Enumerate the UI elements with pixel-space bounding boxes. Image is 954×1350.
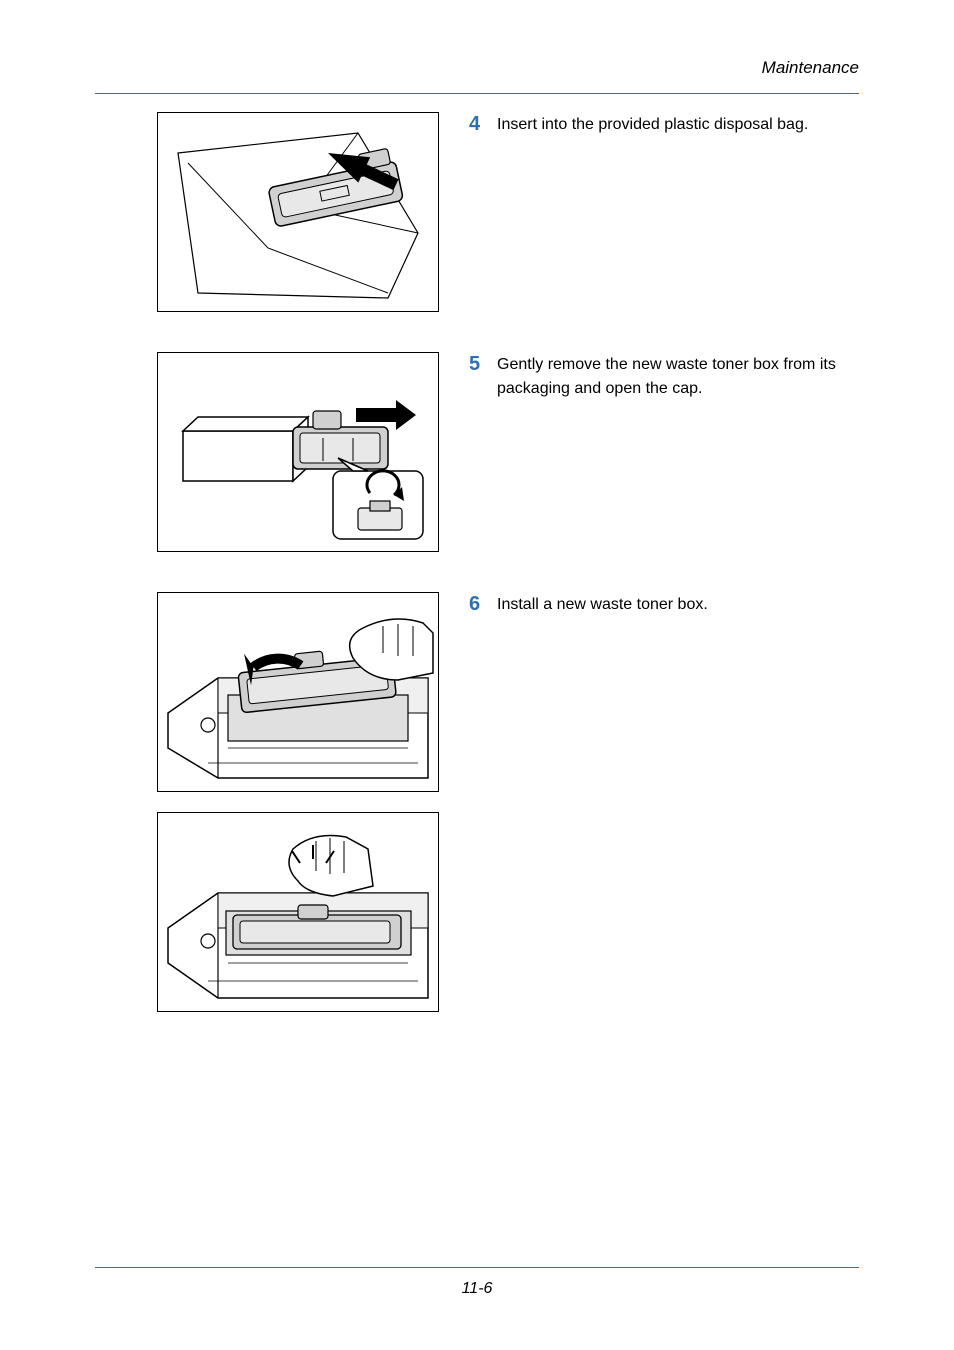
footer-rule: [95, 1267, 859, 1269]
step-instruction: Insert into the provided plastic disposa…: [497, 112, 808, 137]
install-box-b-icon: [158, 813, 438, 1011]
illustration-unpack-box: [157, 352, 439, 552]
illustration-install-box-b: [157, 812, 439, 1012]
step-number: 6: [469, 592, 497, 616]
step-number: 4: [469, 112, 497, 136]
page-content: 4 Insert into the provided plastic dispo…: [95, 94, 859, 1032]
illustration-disposal-bag: [157, 112, 439, 312]
step-row: 5 Gently remove the new waste toner box …: [95, 352, 859, 572]
illustration-column: [157, 592, 439, 1032]
step-text-column: 4 Insert into the provided plastic dispo…: [439, 112, 859, 137]
disposal-bag-icon: [158, 113, 438, 311]
page-number: 11-6: [0, 1280, 954, 1298]
step-instruction: Install a new waste toner box.: [497, 592, 708, 617]
section-title: Maintenance: [762, 58, 859, 78]
illustration-column: [157, 112, 439, 332]
step-number: 5: [469, 352, 497, 376]
step-text-column: 5 Gently remove the new waste toner box …: [439, 352, 859, 401]
step-row: 6 Install a new waste toner box.: [95, 592, 859, 1032]
step-row: 4 Insert into the provided plastic dispo…: [95, 112, 859, 332]
illustration-column: [157, 352, 439, 572]
install-box-a-icon: [158, 593, 438, 791]
unpack-box-icon: [158, 353, 438, 551]
page-header: Maintenance: [95, 58, 859, 94]
step-instruction: Gently remove the new waste toner box fr…: [497, 352, 859, 401]
illustration-install-box-a: [157, 592, 439, 792]
manual-page: Maintenance: [0, 0, 954, 1350]
step-text-column: 6 Install a new waste toner box.: [439, 592, 859, 617]
